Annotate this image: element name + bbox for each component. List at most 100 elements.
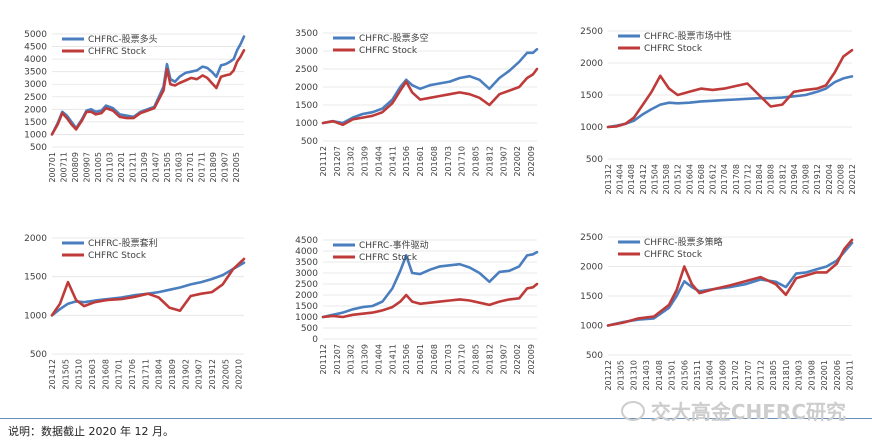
chart-panel-6: 500 1000 1500 2000 2500 201212 201305 201310 201… bbox=[580, 233, 854, 391]
x-tick-label: 201603 bbox=[88, 359, 97, 390]
x-tick-label: 202002 bbox=[513, 146, 522, 177]
x-tick-label: 201403 bbox=[642, 360, 651, 391]
series-line-chfrc bbox=[321, 47, 539, 125]
x-tick-label: 201907 bbox=[499, 146, 508, 177]
y-tick-label: 4000 bbox=[295, 247, 318, 257]
y-tick-label: 2000 bbox=[295, 83, 318, 93]
series-line-stock bbox=[321, 67, 539, 127]
y-tick-label: 1000 bbox=[580, 123, 603, 133]
x-tick-label: 201711 bbox=[197, 152, 206, 183]
legend-label: CHFRC-股票多策略 bbox=[644, 236, 723, 248]
x-tick-label: 200711 bbox=[59, 152, 68, 183]
x-tick-label: 201506 bbox=[402, 344, 411, 375]
series-line-chfrc bbox=[606, 241, 854, 327]
x-tick-label: 201805 bbox=[472, 344, 481, 375]
x-tick-label: 202011 bbox=[845, 360, 854, 391]
x-tick-label: 201608 bbox=[101, 359, 110, 390]
x-tick-label: 201112 bbox=[319, 146, 328, 177]
x-tick-label: 201506 bbox=[402, 146, 411, 177]
x-tick-label: 201404 bbox=[616, 164, 625, 195]
x-tick-label: 201609 bbox=[718, 360, 727, 391]
x-tick-label: 201604 bbox=[706, 360, 715, 391]
series-line-stock bbox=[606, 48, 854, 129]
x-tick-label: 201612 bbox=[709, 164, 718, 195]
x-tick-label: 201712 bbox=[743, 164, 752, 195]
x-tick-label: 201309 bbox=[140, 152, 149, 183]
watermark-text: 交大高金CHFRC研究 bbox=[650, 400, 846, 424]
y-tick-label: 3000 bbox=[295, 269, 318, 279]
x-tick-label: 201112 bbox=[319, 344, 328, 375]
legend-label: CHFRC Stock bbox=[644, 250, 703, 260]
y-tick-label: 1500 bbox=[295, 101, 318, 111]
x-tick-label: 201510 bbox=[75, 359, 84, 390]
chart-panel-4: 500 1000 1500 2000 201412 201505 201510 201603 2… bbox=[24, 234, 246, 390]
y-tick-label: 4000 bbox=[24, 55, 47, 65]
y-tick-label: 1500 bbox=[580, 292, 603, 302]
y-tick-label: 1500 bbox=[24, 273, 47, 283]
series-line-stock bbox=[321, 282, 539, 319]
watermark: 交大高金CHFRC研究 bbox=[620, 396, 846, 425]
legend-label: CHFRC Stock bbox=[359, 46, 418, 56]
y-tick-label: 3500 bbox=[295, 258, 318, 268]
x-tick-label: 201508 bbox=[662, 164, 671, 195]
series-line-chfrc bbox=[606, 75, 854, 129]
x-tick-label: 201511 bbox=[693, 360, 702, 391]
y-tick-label: 0 bbox=[312, 335, 318, 345]
y-tick-label: 500 bbox=[30, 143, 47, 153]
x-tick-label: 201703 bbox=[444, 344, 453, 375]
x-tick-label: 201812 bbox=[485, 146, 494, 177]
x-tick-label: 201904 bbox=[790, 164, 799, 195]
x-tick-label: 201412 bbox=[639, 164, 648, 195]
y-tick-label: 2000 bbox=[24, 234, 47, 244]
x-tick-label: 201201 bbox=[117, 152, 126, 183]
x-tick-label: 201005 bbox=[94, 152, 103, 183]
x-tick-label: 201312 bbox=[604, 164, 613, 195]
x-tick-label: 202012 bbox=[848, 164, 857, 195]
x-tick-label: 201908 bbox=[802, 164, 811, 195]
x-tick-label: 202006 bbox=[833, 360, 842, 391]
y-tick-label: 2000 bbox=[580, 263, 603, 273]
x-tick-label: 201708 bbox=[732, 164, 741, 195]
x-tick-label: 201505 bbox=[61, 359, 70, 390]
x-tick-label: 201710 bbox=[458, 344, 467, 375]
legend-label: CHFRC-股票市场中性 bbox=[644, 30, 732, 42]
x-tick-label: 201603 bbox=[174, 152, 183, 183]
series-line-stock bbox=[606, 238, 854, 327]
y-tick-label: 500 bbox=[301, 324, 318, 334]
x-tick-label: 201703 bbox=[444, 146, 453, 177]
legend-label: CHFRC Stock bbox=[88, 251, 147, 261]
x-tick-label: 202008 bbox=[836, 164, 845, 195]
x-tick-label: 201809 bbox=[209, 152, 218, 183]
x-tick-label: 201702 bbox=[731, 360, 740, 391]
x-tick-label: 201601 bbox=[416, 344, 425, 375]
x-tick-label: 201608 bbox=[430, 344, 439, 375]
legend-label: CHFRC-股票多头 bbox=[88, 33, 158, 45]
legend-label: CHFRC-股票多空 bbox=[359, 32, 429, 44]
x-tick-label: 200907 bbox=[82, 152, 91, 183]
x-tick-label: 201302 bbox=[347, 146, 356, 177]
x-tick-label: 201706 bbox=[128, 359, 137, 390]
x-tick-label: 201907 bbox=[499, 344, 508, 375]
data-note: 说明：数据截止 2020 年 12 月。 bbox=[8, 425, 174, 438]
x-tick-label: 201207 bbox=[333, 146, 342, 177]
y-tick-label: 2500 bbox=[580, 233, 603, 243]
x-tick-label: 201207 bbox=[333, 344, 342, 375]
y-tick-label: 1000 bbox=[580, 322, 603, 332]
y-tick-label: 500 bbox=[586, 155, 603, 165]
x-tick-label: 201912 bbox=[813, 164, 822, 195]
x-tick-label: 201804 bbox=[755, 164, 764, 195]
y-tick-label: 1500 bbox=[295, 302, 318, 312]
y-tick-label: 1000 bbox=[295, 313, 318, 323]
x-tick-label: 201305 bbox=[617, 360, 626, 391]
legend-label: CHFRC-股票套利 bbox=[88, 237, 158, 249]
x-tick-label: 202009 bbox=[527, 146, 536, 177]
y-tick-label: 500 bbox=[301, 137, 318, 147]
x-tick-label: 201711 bbox=[141, 359, 150, 390]
legend-label: CHFRC Stock bbox=[644, 44, 703, 54]
x-tick-label: 201808 bbox=[767, 164, 776, 195]
x-tick-label: 201903 bbox=[795, 360, 804, 391]
x-tick-label: 202005 bbox=[221, 359, 230, 390]
